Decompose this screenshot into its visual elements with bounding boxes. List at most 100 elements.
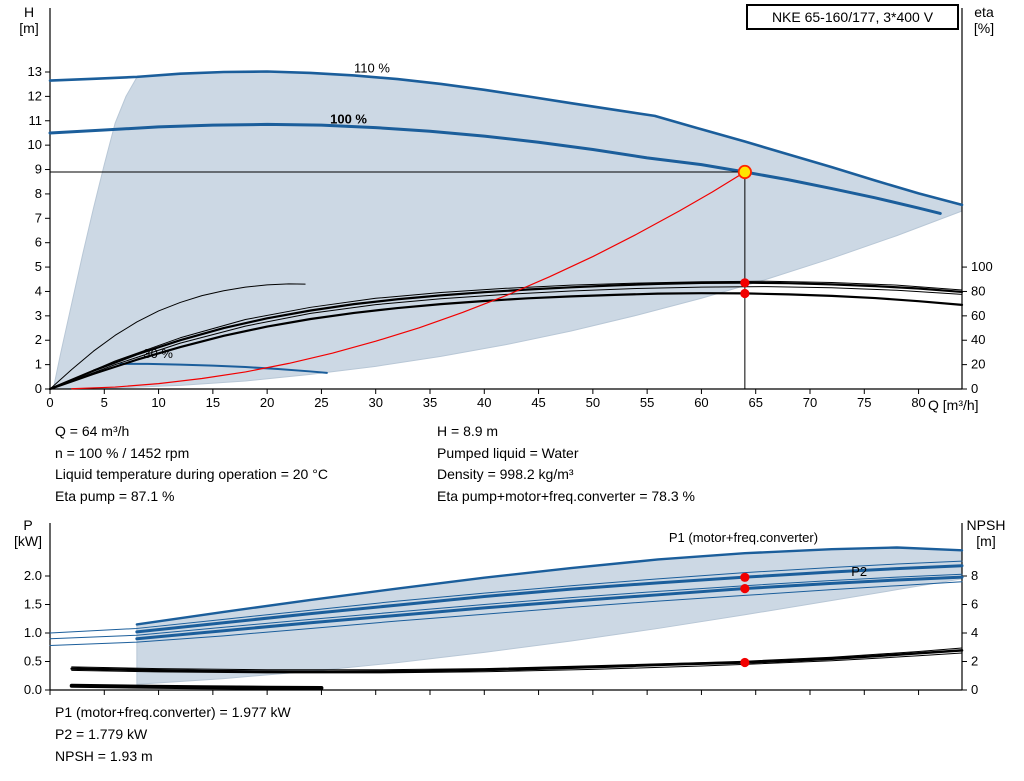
svg-top-operating-envelope — [52, 71, 963, 390]
p1-point — [740, 572, 750, 582]
p-axis-title: P [kW] — [8, 517, 48, 549]
eta-total-curve — [48, 292, 964, 391]
x-tick-label: 40 — [477, 395, 491, 410]
eta-pump-curve — [48, 281, 964, 391]
y-left-tick-label: 1.5 — [24, 597, 42, 612]
eta-axis-symbol: eta — [974, 4, 994, 20]
y-left-tick-label: 0.0 — [24, 682, 42, 697]
x-tick-label: 60 — [694, 395, 708, 410]
npsh-axis-symbol: NPSH — [966, 517, 1006, 533]
y-left-tick-label: 2 — [35, 332, 42, 347]
y-right-tick-label: 0 — [971, 381, 978, 396]
curve-label: P1 (motor+freq.converter) — [669, 530, 818, 545]
readout-liquid-temp: Liquid temperature during operation = 20… — [55, 466, 328, 483]
x-tick-label: 20 — [260, 395, 274, 410]
p2-point — [740, 584, 750, 594]
x-tick-label: 75 — [857, 395, 871, 410]
x-tick-label: 10 — [151, 395, 165, 410]
y-left-tick-label: 9 — [35, 162, 42, 177]
y-left-tick-label: 11 — [29, 113, 43, 128]
npsh-axis-title: NPSH [m] — [958, 517, 1014, 549]
npsh-curve — [70, 649, 964, 674]
readout-pumped-liquid: Pumped liquid = Water — [437, 444, 579, 461]
y-right-tick-label: 8 — [971, 568, 978, 583]
readout-p1: P1 (motor+freq.converter) = 1.977 kW — [55, 704, 291, 720]
curve-label: 30 % — [143, 346, 173, 361]
npsh-variant-a — [71, 647, 963, 671]
x-tick-label: 25 — [314, 395, 328, 410]
y-right-tick-label: 4 — [971, 625, 978, 640]
readout-npsh: NPSH = 1.93 m — [55, 748, 153, 764]
y-left-tick-label: 13 — [28, 64, 42, 79]
pump-title-box: NKE 65-160/177, 3*400 V — [746, 4, 959, 30]
h-axis-unit: [m] — [19, 20, 39, 36]
duty-readouts-left: Q = 64 m³/h n = 100 % / 1452 rpm Liquid … — [55, 421, 328, 508]
eta-low-speed — [49, 283, 306, 390]
curve-label: 110 % — [354, 60, 390, 75]
y-right-tick-label: 60 — [971, 308, 985, 323]
affinity-curve — [71, 171, 746, 390]
y-right-tick-label: 2 — [971, 654, 978, 669]
speed-curve-30 — [119, 362, 328, 374]
x-tick-label: 70 — [803, 395, 817, 410]
p-axis-symbol: P — [23, 517, 33, 533]
y-left-tick-label: 6 — [35, 235, 42, 250]
curve-label: P2 — [851, 564, 867, 579]
y-left-tick-label: 12 — [28, 88, 42, 103]
readout-eta-total: Eta pump+motor+freq.converter = 78.3 % — [437, 488, 695, 505]
y-left-tick-label: 4 — [35, 283, 42, 298]
readout-eta-pump: Eta pump = 87.1 % — [55, 488, 175, 505]
x-tick-label: 80 — [911, 395, 925, 410]
h-axis-title: H [m] — [10, 4, 48, 36]
x-tick-label: 35 — [423, 395, 437, 410]
readout-n: n = 100 % / 1452 rpm — [55, 444, 190, 461]
duty-point — [737, 164, 752, 180]
power-npsh-chart: 0.0 0.5 1.0 1.5 2.0 0 2 4 6 8 P1 (motor+freq.conve… — [24, 523, 978, 697]
h-axis-symbol: H — [23, 4, 35, 20]
power-readouts: P1 (motor+freq.converter) = 1.977 kW P2 … — [55, 701, 291, 767]
speed-curve-100 — [48, 122, 942, 215]
eta-variant-b — [49, 286, 963, 390]
eta-total-point — [740, 288, 750, 299]
readout-p2: P2 = 1.779 kW — [55, 726, 148, 742]
p-variant-b — [49, 573, 963, 640]
p-variant-a — [49, 560, 963, 634]
p2-curve — [135, 575, 964, 641]
y-left-tick-label: 2.0 — [24, 568, 42, 583]
x-tick-label: 65 — [748, 395, 762, 410]
y-left-tick-label: 1 — [35, 357, 42, 372]
x-tick-label: 15 — [206, 395, 220, 410]
y-left-tick-label: 8 — [35, 186, 42, 201]
x-tick-label: 30 — [368, 395, 382, 410]
y-right-tick-label: 80 — [971, 283, 985, 298]
npsh-point — [740, 657, 750, 668]
x-tick-label: 5 — [101, 395, 108, 410]
y-left-tick-label: 5 — [35, 259, 42, 274]
y-right-tick-label: 40 — [971, 332, 985, 347]
speed-curve-110 — [48, 70, 964, 207]
q-axis-title: Q [m³/h] — [928, 397, 979, 413]
readout-q: Q = 64 m³/h — [55, 423, 130, 439]
readout-h: H = 8.9 m — [437, 423, 499, 439]
eta-axis-unit: [%] — [973, 20, 995, 36]
y-left-tick-label: 7 — [35, 210, 42, 225]
x-tick-label: 45 — [531, 395, 545, 410]
eta-pump-point — [740, 278, 750, 288]
y-left-tick-label: 0.5 — [24, 654, 42, 669]
curve-label: 100 % — [330, 112, 367, 127]
y-right-tick-label: 6 — [971, 597, 978, 612]
y-left-tick-label: 0 — [35, 381, 42, 396]
p-variant-c — [49, 581, 963, 647]
p1-curve — [135, 564, 964, 634]
y-left-tick-label: 1.0 — [24, 625, 42, 640]
y-right-tick-label: 0 — [971, 682, 978, 697]
hq-eta-chart: 0 5 10 15 20 25 30 35 40 45 50 55 60 65 70 75 8001234567… — [28, 8, 993, 410]
npsh-variant-b — [71, 652, 963, 674]
p-axis-unit: [kW] — [14, 533, 42, 549]
readout-density: Density = 998.2 kg/m³ — [437, 466, 574, 483]
y-right-tick-label: 20 — [971, 357, 985, 372]
p1-max-limit — [135, 546, 964, 626]
duty-readouts-right: H = 8.9 m Pumped liquid = Water Density … — [437, 421, 695, 508]
npsh-axis-unit: [m] — [976, 533, 996, 549]
